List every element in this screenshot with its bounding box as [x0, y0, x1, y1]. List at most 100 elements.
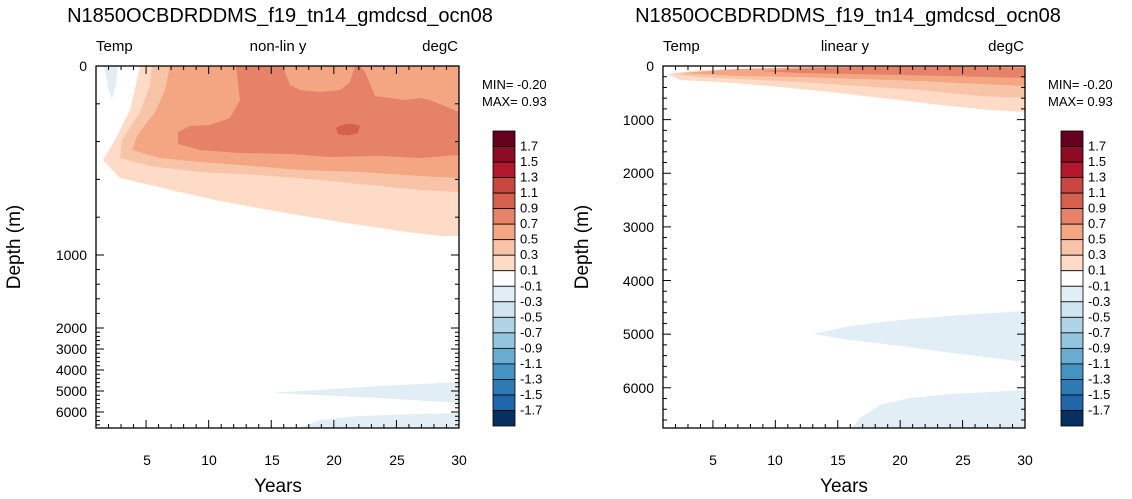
colorbar-swatch	[1060, 379, 1084, 396]
right-center-string: linear y	[821, 38, 870, 55]
left-max-label: MAX= 0.93	[482, 94, 547, 109]
right-xtick-label-15: 15	[830, 452, 846, 468]
colorbar-swatch	[1060, 301, 1084, 318]
left-ytick-label-4000: 4000	[56, 362, 87, 378]
colorbar-swatch	[492, 254, 516, 272]
right-xtick-label-10: 10	[767, 452, 783, 468]
colorbar-swatch	[1060, 285, 1084, 303]
left-x-ticks	[108, 66, 460, 428]
left-variable-string: Temp	[96, 38, 133, 55]
colorbar-swatch	[492, 301, 516, 318]
colorbar-label: 0.9	[520, 201, 538, 216]
right-ytick-label-4000: 4000	[623, 273, 654, 289]
left-xtick-label-30: 30	[451, 452, 467, 468]
colorbar-swatch	[492, 379, 516, 396]
colorbar-swatch	[492, 363, 516, 380]
left-xtick-label-20: 20	[326, 452, 342, 468]
colorbar-swatch	[492, 146, 516, 163]
right-plot-background	[663, 66, 1025, 428]
colorbar-swatch	[1060, 410, 1084, 427]
right-xtick-label-25: 25	[955, 452, 971, 468]
right-min-label: MIN= -0.20	[1048, 77, 1113, 92]
left-ytick-label-3000: 3000	[56, 341, 87, 357]
colorbar-label: -1.3	[520, 371, 542, 386]
colorbar-swatch	[492, 332, 516, 349]
colorbar-swatch	[492, 270, 516, 287]
colorbar-swatch	[492, 347, 516, 365]
left-min-label: MIN= -0.20	[482, 77, 547, 92]
left-contour-neg-top	[104, 66, 118, 100]
right-ytick-label-1000: 1000	[623, 112, 654, 128]
colorbar-swatch	[492, 177, 516, 194]
right-panel: N1850OCBDRDDMS_f19_tn14_gmdcsd_ocn08 Tem…	[572, 5, 1113, 497]
colorbar-swatch	[1060, 363, 1084, 380]
colorbar-swatch	[1060, 146, 1084, 163]
colorbar-label: 1.3	[520, 170, 538, 185]
left-y-ticks	[96, 65, 459, 426]
colorbar-label: 0.7	[520, 216, 538, 231]
colorbar-label: 1.7	[520, 139, 538, 154]
colorbar-label: 0.7	[1088, 216, 1106, 231]
colorbar-label: -1.3	[1088, 371, 1110, 386]
colorbar-label: -0.7	[1088, 325, 1110, 340]
colorbar-swatch	[1060, 161, 1084, 178]
left-contour-neg-5000	[270, 382, 459, 403]
colorbar-label: 0.1	[520, 263, 538, 278]
right-x-ticks	[674, 66, 1026, 428]
colorbar-swatch	[1060, 130, 1084, 147]
colorbar-swatch	[1060, 332, 1084, 349]
right-plot-frame	[662, 65, 1026, 429]
colorbar-label: 0.3	[1088, 247, 1106, 262]
left-xtick-label-5: 5	[143, 452, 151, 468]
colorbar-swatch	[1060, 208, 1084, 225]
colorbar-swatch	[492, 239, 516, 256]
colorbar-label: -1.1	[520, 356, 542, 371]
left-ytick-label-5000: 5000	[56, 383, 87, 399]
left-ytick-label-0: 0	[79, 58, 87, 74]
colorbar-swatch	[1060, 223, 1084, 241]
colorbar-swatch	[492, 192, 516, 210]
colorbar-label: -0.7	[520, 325, 542, 340]
right-x-axis-label: Years	[820, 476, 868, 497]
colorbar-label: 1.7	[1088, 139, 1106, 154]
left-x-axis-label: Years	[254, 476, 302, 497]
colorbar-label: -0.1	[520, 278, 542, 293]
left-xtick-label-25: 25	[389, 452, 405, 468]
colorbar-swatch	[1060, 394, 1084, 411]
colorbar-swatch	[492, 223, 516, 241]
right-contour-0.7	[760, 67, 1025, 78]
colorbar-label: -1.7	[1088, 402, 1110, 417]
colorbar-swatch	[1060, 177, 1084, 194]
colorbar-swatch	[1060, 254, 1084, 272]
left-plot-frame	[95, 65, 460, 429]
colorbar-swatch	[492, 316, 516, 334]
left-xtick-label-15: 15	[264, 452, 280, 468]
colorbar-label: -0.9	[1088, 340, 1110, 355]
right-plot-area	[662, 65, 1026, 429]
colorbar-label: 1.3	[1088, 170, 1106, 185]
colorbar-swatch	[1060, 316, 1084, 334]
left-xtick-label-10: 10	[201, 452, 217, 468]
colorbar-label: 0.5	[1088, 232, 1106, 247]
colorbar-label: 0.3	[520, 247, 538, 262]
left-ytick-label-1000: 1000	[56, 247, 87, 263]
colorbar-label: -0.5	[1088, 309, 1110, 324]
left-ytick-label-6000: 6000	[56, 404, 87, 420]
colorbar-swatch	[492, 130, 516, 147]
colorbar-label: 1.1	[1088, 185, 1106, 200]
right-xtick-label-5: 5	[709, 452, 717, 468]
left-contour-0.7	[178, 66, 459, 158]
left-units-string: degC	[422, 38, 458, 55]
colorbar-label: 1.5	[1088, 154, 1106, 169]
colorbar-label: -0.1	[1088, 278, 1110, 293]
right-units-string: degC	[988, 38, 1024, 55]
colorbar-swatch	[492, 285, 516, 303]
colorbar-label: 0.5	[520, 232, 538, 247]
colorbar-swatch	[1060, 347, 1084, 365]
right-ytick-label-3000: 3000	[623, 219, 654, 235]
right-variable-string: Temp	[663, 38, 700, 55]
colorbar-label: 1.5	[520, 154, 538, 169]
left-y-axis-label: Depth (m)	[4, 205, 25, 289]
colorbar-label: 0.9	[1088, 201, 1106, 216]
